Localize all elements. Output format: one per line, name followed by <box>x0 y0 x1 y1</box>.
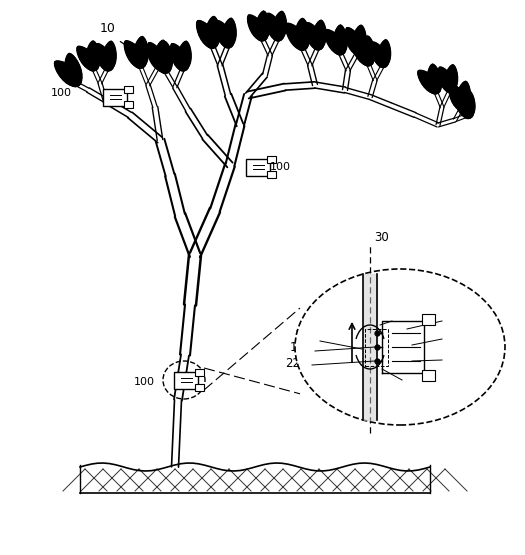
Polygon shape <box>222 18 236 48</box>
Polygon shape <box>286 23 308 50</box>
Polygon shape <box>196 21 218 48</box>
Polygon shape <box>86 41 100 71</box>
FancyBboxPatch shape <box>194 384 204 391</box>
Polygon shape <box>333 25 347 55</box>
Polygon shape <box>455 94 474 118</box>
FancyBboxPatch shape <box>194 369 204 376</box>
Polygon shape <box>148 43 166 70</box>
Polygon shape <box>158 42 172 73</box>
Polygon shape <box>148 47 171 73</box>
Polygon shape <box>176 41 191 71</box>
Text: 102: 102 <box>442 329 465 342</box>
Polygon shape <box>248 15 268 41</box>
FancyBboxPatch shape <box>103 88 127 105</box>
Polygon shape <box>266 13 284 41</box>
Ellipse shape <box>295 269 505 425</box>
Text: 11: 11 <box>290 341 305 354</box>
Polygon shape <box>101 41 116 71</box>
Text: 100: 100 <box>51 88 72 98</box>
Polygon shape <box>272 11 287 41</box>
Polygon shape <box>444 65 458 93</box>
Polygon shape <box>438 67 455 92</box>
Text: 30: 30 <box>374 231 388 244</box>
Text: 24: 24 <box>319 305 334 318</box>
FancyBboxPatch shape <box>422 370 435 381</box>
Text: 26: 26 <box>402 371 417 384</box>
Polygon shape <box>215 21 234 48</box>
Polygon shape <box>371 42 388 67</box>
Text: 22: 22 <box>285 357 300 370</box>
Polygon shape <box>295 18 310 51</box>
Text: 100: 100 <box>442 309 464 322</box>
Polygon shape <box>352 41 374 65</box>
Polygon shape <box>133 37 148 68</box>
Text: 20: 20 <box>392 309 407 322</box>
Polygon shape <box>345 28 364 55</box>
Polygon shape <box>77 46 99 70</box>
Text: 10: 10 <box>100 22 116 35</box>
Polygon shape <box>377 40 391 68</box>
Polygon shape <box>306 23 324 50</box>
FancyBboxPatch shape <box>267 171 276 178</box>
Polygon shape <box>427 64 442 94</box>
Text: 100: 100 <box>270 162 291 172</box>
Polygon shape <box>55 61 81 87</box>
Polygon shape <box>324 29 345 55</box>
FancyBboxPatch shape <box>422 314 435 325</box>
Polygon shape <box>153 40 168 70</box>
Polygon shape <box>65 53 82 87</box>
Text: 100: 100 <box>134 377 155 387</box>
Polygon shape <box>456 81 470 111</box>
Polygon shape <box>449 84 468 111</box>
Polygon shape <box>96 44 114 70</box>
FancyBboxPatch shape <box>174 371 198 388</box>
Polygon shape <box>171 44 188 70</box>
FancyBboxPatch shape <box>246 159 270 175</box>
Polygon shape <box>311 20 326 50</box>
FancyBboxPatch shape <box>123 101 132 108</box>
Text: 18: 18 <box>442 351 457 364</box>
FancyBboxPatch shape <box>123 86 132 93</box>
Polygon shape <box>352 25 366 55</box>
Polygon shape <box>418 70 440 94</box>
Polygon shape <box>255 11 270 41</box>
FancyBboxPatch shape <box>267 156 276 163</box>
Polygon shape <box>205 17 220 48</box>
Polygon shape <box>124 41 146 68</box>
Text: 14: 14 <box>295 329 310 342</box>
Polygon shape <box>461 90 475 119</box>
Polygon shape <box>361 36 375 66</box>
